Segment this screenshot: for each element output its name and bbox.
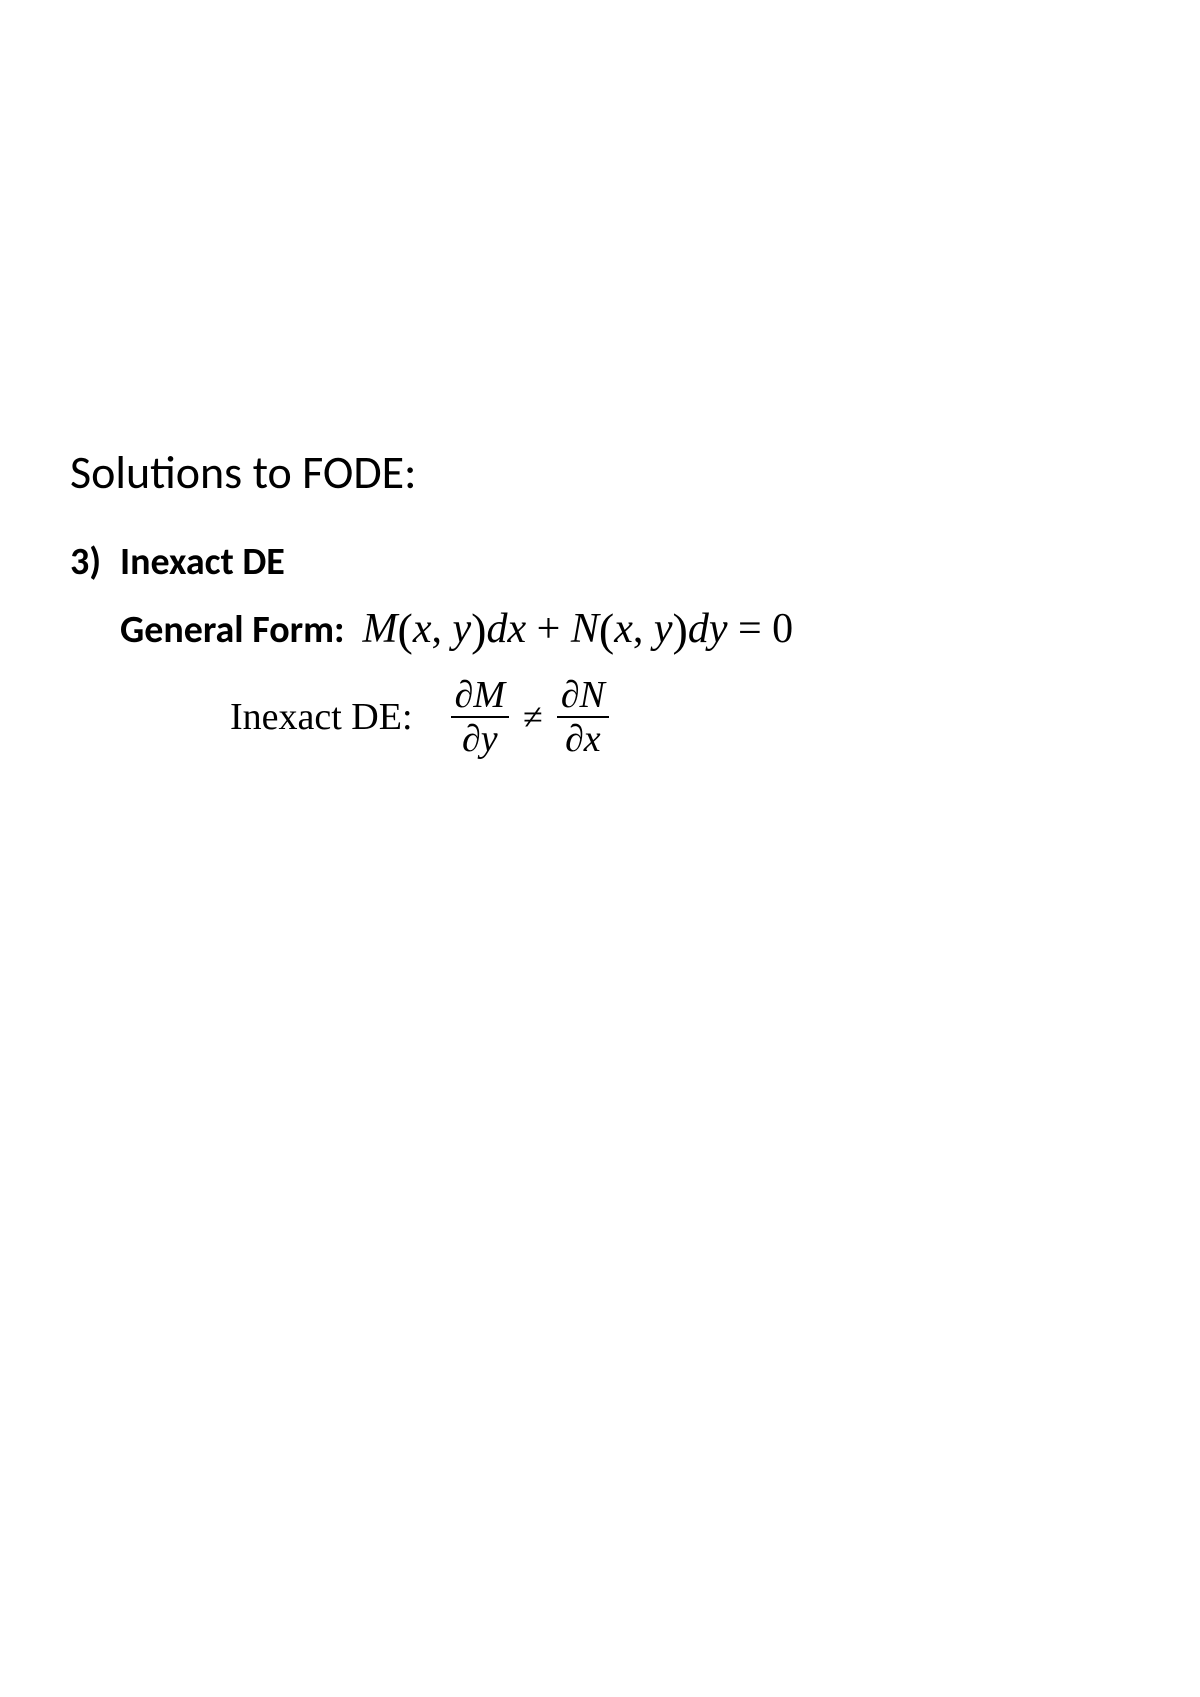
partial-4: ∂ [565, 718, 584, 760]
zero: 0 [772, 606, 793, 652]
var-N: N [571, 606, 599, 652]
not-equal: ≠ [523, 696, 543, 738]
inexact-condition: ∂M ∂y ≠ ∂N ∂x [451, 676, 609, 758]
page-title: Solutions to FODE: [70, 445, 1130, 501]
item-number: 3) [70, 539, 120, 585]
cond-y: y [481, 718, 498, 760]
partial-2: ∂ [462, 718, 481, 760]
dx: dx [487, 606, 527, 652]
comma-2: , [633, 606, 644, 652]
dy: dy [688, 606, 728, 652]
equals: = [727, 606, 772, 652]
rparen-2: ) [673, 604, 688, 655]
general-form-equation: M(x, y)dx + N(x, y)dy = 0 [363, 603, 794, 656]
general-form-label: General Form: [120, 607, 345, 653]
partial-3: ∂ [561, 674, 580, 716]
lparen-2: ( [599, 604, 614, 655]
fraction-dN-dx: ∂N ∂x [557, 676, 609, 758]
general-form-row: General Form: M(x, y)dx + N(x, y)dy = 0 [120, 603, 1130, 656]
partial-y: ∂y [458, 718, 502, 758]
var-M: M [363, 606, 398, 652]
partial-M: ∂M [451, 676, 509, 718]
space-2 [643, 606, 654, 652]
fraction-dM-dy: ∂M ∂y [451, 676, 509, 758]
cond-x: x [584, 718, 601, 760]
document-content: Solutions to FODE: 3) Inexact DE General… [70, 445, 1130, 758]
cond-N: N [580, 674, 605, 716]
var-y1: y [453, 606, 472, 652]
var-y2: y [654, 606, 673, 652]
item-heading-row: 3) Inexact DE [70, 539, 1130, 585]
var-x1: x [413, 606, 432, 652]
space-1 [442, 606, 453, 652]
inexact-label: Inexact DE: [230, 695, 413, 739]
plus: + [526, 606, 571, 652]
lparen-1: ( [398, 604, 413, 655]
item-heading: Inexact DE [120, 539, 285, 585]
partial-x: ∂x [561, 718, 605, 758]
partial-1: ∂ [455, 674, 474, 716]
inexact-condition-row: Inexact DE: ∂M ∂y ≠ ∂N ∂x [230, 676, 1130, 758]
rparen-1: ) [471, 604, 486, 655]
comma-1: , [432, 606, 443, 652]
partial-N: ∂N [557, 676, 609, 718]
var-x2: x [614, 606, 633, 652]
cond-M: M [473, 674, 505, 716]
